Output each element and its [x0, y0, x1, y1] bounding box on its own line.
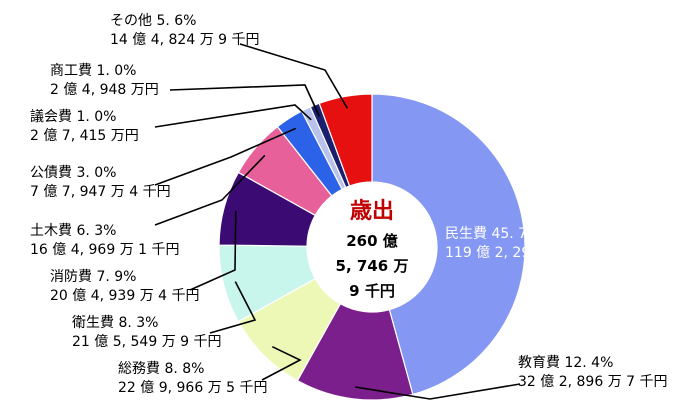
slice-label-name: 消防費 7. 9% — [50, 269, 136, 285]
slice-label-name: 土木費 6. 3% — [30, 223, 116, 239]
slice-label-name: その他 5. 6% — [110, 13, 196, 29]
slice-label-amount: 21 億 5, 549 万 9 千円 — [72, 334, 222, 350]
leader-line — [154, 154, 266, 226]
slice-label-amount: 7 億 7, 947 万 4 千円 — [30, 184, 171, 200]
slice-label-amount: 119 億 2, 290 万円 — [445, 245, 572, 261]
slice-label-amount: 2 億 4, 948 万円 — [50, 82, 159, 98]
leader-line — [261, 345, 302, 381]
slice-label-amount: 32 億 2, 896 万 7 千円 — [518, 374, 668, 390]
leader-line — [154, 104, 312, 128]
slice-label-amount: 22 億 9, 966 万 5 千円 — [118, 380, 268, 396]
pie-slice — [371, 93, 526, 396]
slice-label-name: 議会費 1. 0% — [30, 108, 116, 125]
slice-label-name: 総務費 8. 8% — [118, 361, 204, 377]
slice-label-amount: 20 億 4, 939 万 4 千円 — [50, 288, 200, 304]
center-total-text: 260 億 — [346, 232, 398, 250]
slice-label-name: 教育費 12. 4% — [518, 355, 613, 371]
leader-line — [169, 84, 320, 117]
slice-label-name: 民生費 45. 7% — [445, 226, 540, 242]
center-total-text: 9 千円 — [349, 282, 395, 300]
slice-label-name: 衛生費 8. 3% — [72, 315, 158, 331]
slice-label-name: 商工費 1. 0% — [50, 63, 136, 79]
leader-line — [239, 43, 349, 109]
leader-line — [154, 127, 297, 186]
slice-label-amount: 14 億 4, 824 万 9 千円 — [110, 32, 260, 48]
center-title: 歳出 — [350, 199, 394, 224]
pie-slice — [318, 93, 373, 187]
slice-label-amount: 2 億 7, 415 万円 — [30, 128, 139, 144]
leader-line — [189, 210, 237, 291]
slice-label-amount: 16 億 4, 969 万 1 千円 — [30, 242, 180, 258]
leader-line — [355, 383, 521, 400]
center-total-text: 5, 746 万 — [336, 257, 409, 275]
leader-line — [209, 281, 257, 334]
slice-label-name: 公債費 3. 0% — [30, 165, 116, 181]
